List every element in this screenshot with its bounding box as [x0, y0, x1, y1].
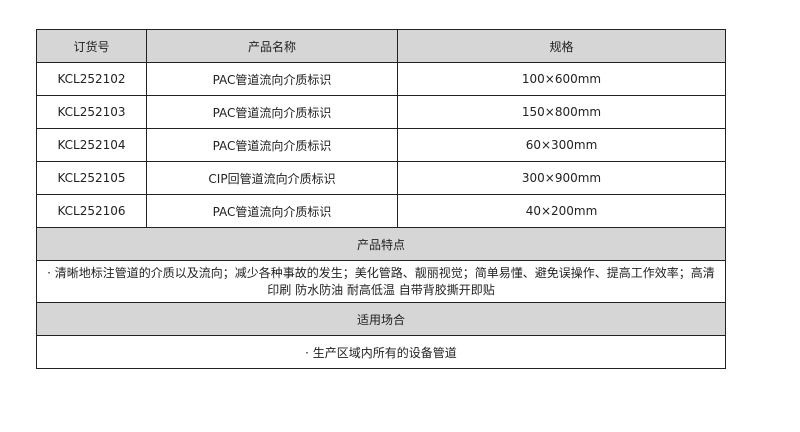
product-spec-table: 订货号 产品名称 规格 KCL252102 PAC管道流向介质标识 100×60…: [36, 29, 726, 369]
features-heading-row: 产品特点: [36, 227, 726, 261]
features-text-row: · 清晰地标注管道的介质以及流向；减少各种事故的发生；美化管路、靓丽视觉；简单易…: [36, 260, 726, 303]
table-row: KCL252105 CIP回管道流向介质标识 300×900mm: [36, 161, 726, 195]
product-name-cell: PAC管道流向介质标识: [146, 95, 398, 129]
order-no-cell: KCL252104: [36, 128, 147, 162]
features-title: 产品特点: [36, 227, 726, 261]
spec-cell: 40×200mm: [397, 194, 726, 228]
spec-cell: 150×800mm: [397, 95, 726, 129]
usage-text: · 生产区域内所有的设备管道: [36, 335, 726, 369]
spec-cell: 100×600mm: [397, 62, 726, 96]
order-no-cell: KCL252105: [36, 161, 147, 195]
product-name-cell: PAC管道流向介质标识: [146, 194, 398, 228]
table-row: KCL252104 PAC管道流向介质标识 60×300mm: [36, 128, 726, 162]
usage-title: 适用场合: [36, 302, 726, 336]
header-spec: 规格: [397, 29, 726, 63]
spec-cell: 60×300mm: [397, 128, 726, 162]
table-row: KCL252102 PAC管道流向介质标识 100×600mm: [36, 62, 726, 96]
header-product-name: 产品名称: [146, 29, 398, 63]
product-name-cell: PAC管道流向介质标识: [146, 128, 398, 162]
features-text: · 清晰地标注管道的介质以及流向；减少各种事故的发生；美化管路、靓丽视觉；简单易…: [36, 260, 726, 303]
order-no-cell: KCL252106: [36, 194, 147, 228]
header-order-no: 订货号: [36, 29, 147, 63]
order-no-cell: KCL252102: [36, 62, 147, 96]
product-name-cell: PAC管道流向介质标识: [146, 62, 398, 96]
usage-heading-row: 适用场合: [36, 302, 726, 336]
table-header-row: 订货号 产品名称 规格: [36, 29, 726, 63]
product-name-cell: CIP回管道流向介质标识: [146, 161, 398, 195]
order-no-cell: KCL252103: [36, 95, 147, 129]
table-row: KCL252103 PAC管道流向介质标识 150×800mm: [36, 95, 726, 129]
table-row: KCL252106 PAC管道流向介质标识 40×200mm: [36, 194, 726, 228]
usage-text-row: · 生产区域内所有的设备管道: [36, 335, 726, 369]
spec-cell: 300×900mm: [397, 161, 726, 195]
